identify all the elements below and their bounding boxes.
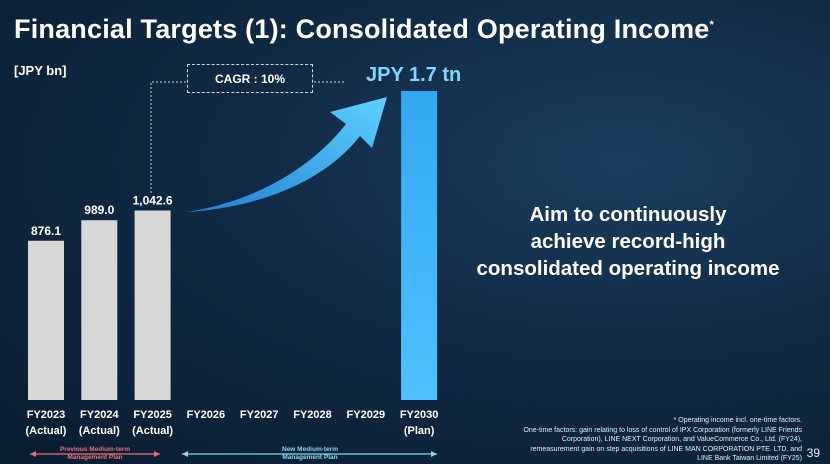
target-label: JPY 1.7 tn (366, 64, 462, 86)
value-labels-group: 876.1 989.0 1,042.6 (31, 193, 173, 237)
x-tick-sublabel: (Actual) (132, 425, 173, 437)
bars-group (28, 91, 438, 400)
bar-fy2030 (401, 91, 438, 400)
bar-fy2024 (81, 220, 118, 400)
x-tick-label: FY2025 (133, 409, 172, 421)
cagr-box: CAGR : 10% (187, 64, 313, 93)
message-line: consolidated operating income (476, 257, 780, 280)
plan-label: Previous Medium-term (60, 446, 130, 453)
bar-fy2025 (134, 210, 171, 400)
x-tick-label: FY2027 (240, 409, 279, 421)
page-title: Financial Targets (1): Consolidated Oper… (14, 14, 714, 45)
x-tick-label: FY2023 (27, 409, 66, 421)
tick-labels-group: FY2023 (Actual) FY2024 (Actual) FY2025 (Actua… (26, 409, 439, 437)
bar-fy2023 (28, 240, 64, 400)
footnote: * Operating income incl. one-time factor… (472, 416, 802, 464)
x-tick-label: FY2024 (80, 409, 119, 421)
cagr-connector-line (150, 81, 345, 193)
message-line: Aim to continuously (529, 203, 727, 226)
footnote-line: One-time factors: gain relating to loss … (523, 426, 802, 434)
title-text: Financial Targets (1): Consolidated Oper… (14, 14, 710, 44)
footnote-line: LINE Bank Taiwan Limited (FY25) (697, 455, 802, 462)
x-tick-label: FY2029 (347, 409, 386, 421)
plan-label: Management Plan (67, 454, 122, 461)
title-footnote-marker: * (709, 19, 714, 31)
value-label-fy2025: 1,042.6 (133, 193, 173, 207)
plan-label: Management Plan (282, 454, 337, 461)
footnote-line: Corporation), LINE NEXT Corporation, and… (561, 436, 802, 443)
x-tick-label: FY2026 (187, 409, 226, 421)
x-tick-sublabel: (Plan) (404, 425, 435, 437)
plan-label: New Medium-term (282, 446, 338, 453)
x-tick-label: FY2028 (293, 409, 332, 421)
page-number: 39 (806, 446, 820, 460)
unit-label: [JPY bn] (14, 63, 67, 78)
x-tick-label: FY2030 (400, 409, 439, 421)
value-label-fy2023: 876.1 (31, 224, 61, 238)
x-tick-sublabel: (Actual) (79, 425, 120, 437)
value-label-fy2024: 989.0 (84, 203, 114, 217)
x-tick-sublabel: (Actual) (26, 425, 67, 437)
growth-arrow-icon (186, 97, 387, 212)
footnote-line: remeasurement gain on step acquisitions … (530, 445, 802, 453)
plan-arrows (30, 451, 437, 457)
headline-message: Aim to continuously achieve record-high … (452, 201, 804, 282)
message-line: achieve record-high (530, 230, 726, 253)
footnote-line: * Operating income incl. one-time factor… (673, 417, 802, 424)
